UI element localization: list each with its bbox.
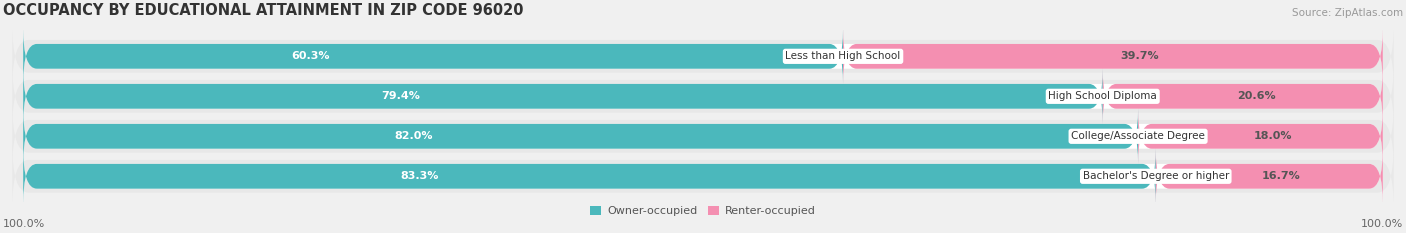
Text: 60.3%: 60.3% — [291, 51, 329, 61]
Text: High School Diploma: High School Diploma — [1049, 91, 1157, 101]
Text: 79.4%: 79.4% — [381, 91, 420, 101]
FancyBboxPatch shape — [1102, 69, 1384, 124]
Text: 18.0%: 18.0% — [1253, 131, 1292, 141]
FancyBboxPatch shape — [13, 25, 1393, 88]
FancyBboxPatch shape — [1156, 149, 1384, 204]
FancyBboxPatch shape — [22, 69, 1102, 124]
Text: 100.0%: 100.0% — [1361, 219, 1403, 230]
FancyBboxPatch shape — [22, 69, 1384, 124]
FancyBboxPatch shape — [22, 149, 1156, 204]
Text: 20.6%: 20.6% — [1237, 91, 1277, 101]
Legend: Owner-occupied, Renter-occupied: Owner-occupied, Renter-occupied — [586, 202, 820, 221]
FancyBboxPatch shape — [22, 29, 1384, 84]
FancyBboxPatch shape — [13, 65, 1393, 128]
FancyBboxPatch shape — [1137, 109, 1384, 164]
Text: 100.0%: 100.0% — [3, 219, 45, 230]
FancyBboxPatch shape — [22, 109, 1137, 164]
FancyBboxPatch shape — [13, 145, 1393, 208]
FancyBboxPatch shape — [13, 105, 1393, 168]
Text: Bachelor's Degree or higher: Bachelor's Degree or higher — [1083, 171, 1229, 181]
Text: OCCUPANCY BY EDUCATIONAL ATTAINMENT IN ZIP CODE 96020: OCCUPANCY BY EDUCATIONAL ATTAINMENT IN Z… — [3, 3, 523, 18]
Text: 82.0%: 82.0% — [394, 131, 433, 141]
FancyBboxPatch shape — [22, 109, 1384, 164]
Text: Source: ZipAtlas.com: Source: ZipAtlas.com — [1292, 8, 1403, 18]
Text: 83.3%: 83.3% — [401, 171, 439, 181]
FancyBboxPatch shape — [22, 29, 844, 84]
Text: 39.7%: 39.7% — [1121, 51, 1159, 61]
FancyBboxPatch shape — [844, 29, 1384, 84]
Text: College/Associate Degree: College/Associate Degree — [1071, 131, 1205, 141]
FancyBboxPatch shape — [22, 149, 1384, 204]
Text: 16.7%: 16.7% — [1261, 171, 1301, 181]
Text: Less than High School: Less than High School — [786, 51, 901, 61]
